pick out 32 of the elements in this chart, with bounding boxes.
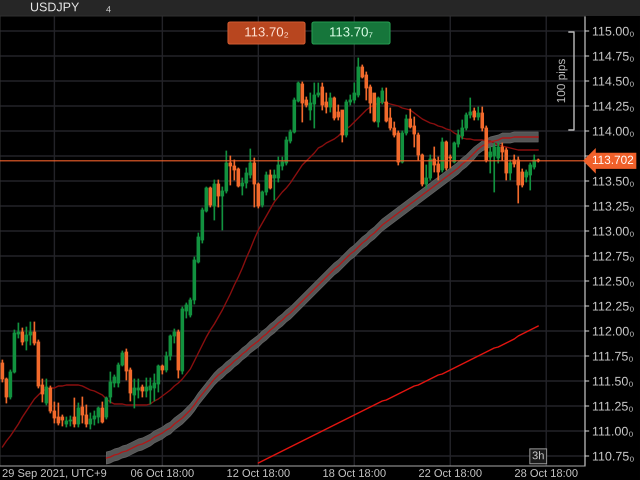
y-tick-label: 110.75₀ (592, 452, 634, 462)
y-tick-label: 111.25₀ (592, 402, 633, 412)
y-tick-label: 111.75₀ (592, 352, 633, 362)
x-tick-label: 18 Oct 18:00 (323, 469, 386, 477)
line-series (2, 101, 539, 448)
y-tick-label: 111.00₀ (592, 426, 633, 437)
y-tick-label: 113.50₀ (592, 176, 634, 187)
y-tick-label: 115.00₀ (592, 26, 634, 37)
x-tick-label: 29 Sep 2021, UTC+9 (2, 469, 106, 480)
annotation: 3h (532, 451, 544, 460)
candlestick (68, 416, 72, 426)
chart-title: USDJPY (30, 2, 80, 12)
y-tick-label: 112.75₀ (592, 252, 634, 262)
x-tick-label: 28 Oct 18:00 (514, 469, 578, 477)
text: 100 pips (556, 59, 568, 102)
x-tick-label: 06 Oct 18:00 (130, 469, 194, 477)
ref-line-label: 113.702 (592, 156, 634, 164)
y-tick-label: 114.50₀ (592, 76, 634, 87)
y-tick-label: 112.25₀ (592, 302, 634, 312)
y-tick-label: 114.00₀ (592, 126, 634, 137)
x-tick-label: 12 Oct 18:00 (227, 469, 290, 477)
y-tick-label: 113.25₀ (592, 202, 634, 212)
text: 4 (106, 6, 111, 12)
annotation: 113.70₂ (245, 27, 288, 38)
y-tick-label: 113.00₀ (592, 226, 634, 237)
x-tick-label: 22 Oct 18:00 (419, 469, 482, 477)
y-tick-label: 114.75₀ (592, 52, 634, 62)
y-tick-label: 112.00₀ (592, 326, 634, 337)
annotation: 113.70₇ (330, 27, 372, 38)
y-tick-label: 111.50₀ (592, 376, 633, 387)
y-tick-label: 114.25₀ (592, 102, 634, 112)
y-tick-label: 112.50₀ (592, 276, 634, 287)
